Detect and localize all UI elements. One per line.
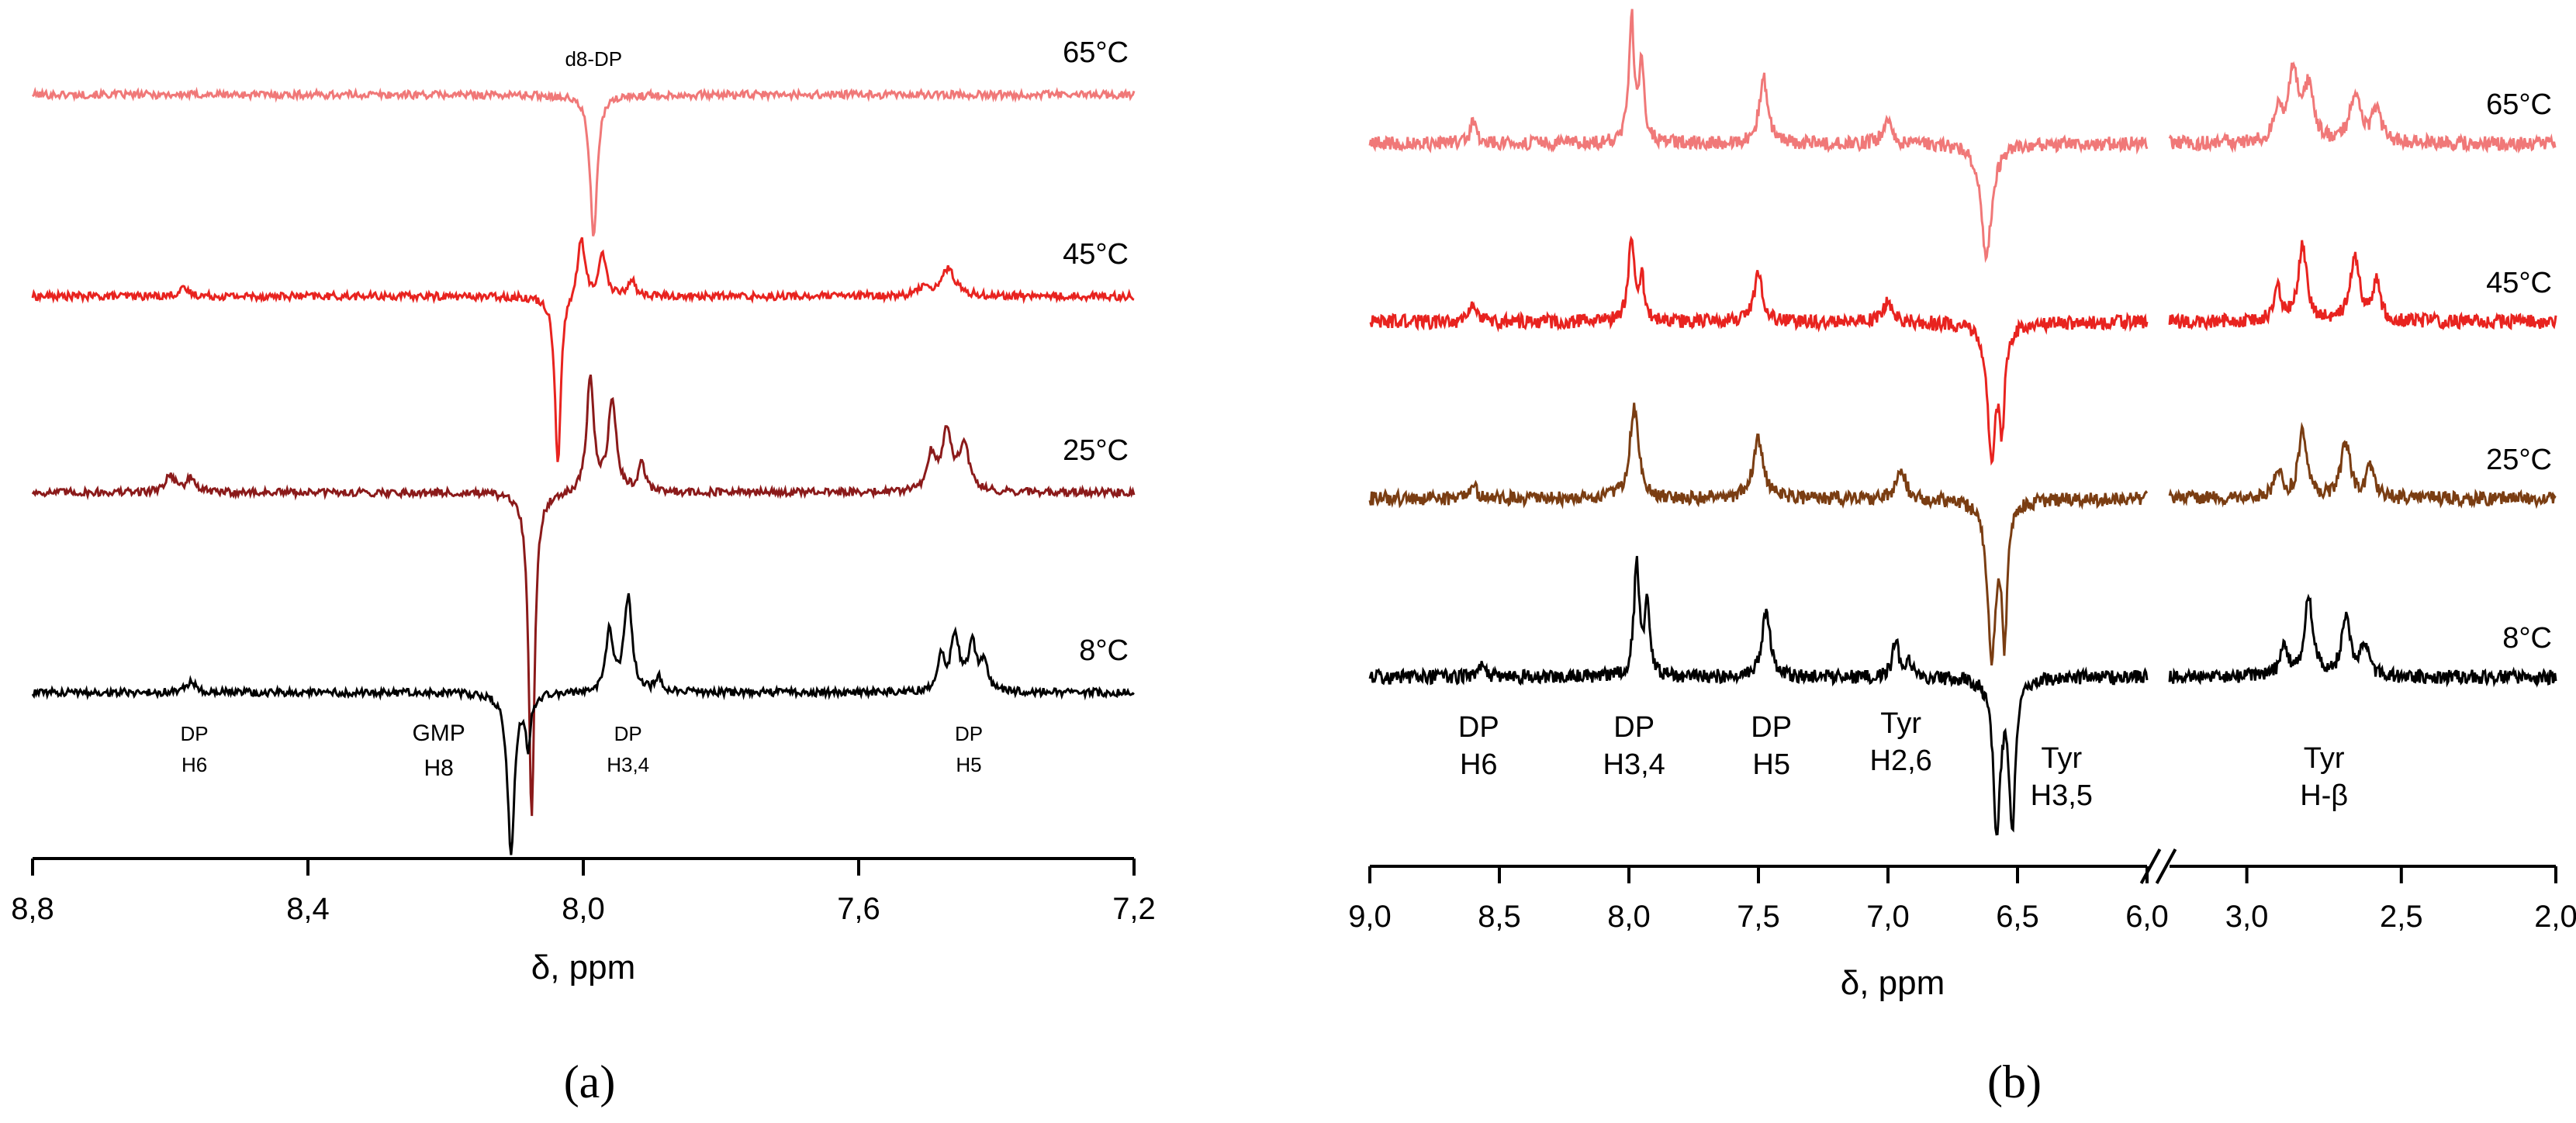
x-tick-label: 7,2	[1112, 892, 1156, 926]
annotation-gmp-h8-line-0: GMP	[412, 720, 465, 746]
series-label-8-c: 8°C	[2502, 622, 2552, 655]
annotation-tyr-h3-5-line-1: H3,5	[2031, 779, 2093, 812]
series-label-65-c: 65°C	[2486, 88, 2552, 121]
spectrum-65-c	[31, 86, 1136, 237]
annotation-tyr-h2-6-line-0: Tyr	[1880, 707, 1921, 740]
x-tick-label: 3,0	[2225, 900, 2269, 934]
annotation-d8-dp-line-0: d8-DP	[565, 47, 622, 71]
series-label-25-c: 25°C	[2486, 444, 2552, 476]
annotation-dp-h3-4-line-1: H3,4	[607, 753, 649, 776]
axis-break-slash-1	[2139, 848, 2162, 884]
series-label-25-c: 25°C	[1063, 434, 1129, 467]
series-label-45-c: 45°C	[2486, 267, 2552, 299]
spectrum-25-c	[31, 374, 1136, 817]
x-tick-label: 9,0	[1348, 900, 1392, 934]
panel-a-label: (a)	[564, 1056, 616, 1107]
panel-a-peak-annotations: d8-DP DP H6 GMP H8 DP H3,4 DP H5	[181, 47, 984, 781]
x-tick-label: 8,0	[562, 892, 605, 926]
annotation-dp-h5-line-1: H5	[1752, 748, 1790, 781]
spectrum-45-c	[31, 237, 1135, 462]
series-label-45-c: 45°C	[1063, 238, 1129, 271]
annotation-dp-h5-line-0: DP	[955, 722, 983, 745]
annotation-tyr-h-line-1: H-β	[2300, 779, 2348, 812]
annotation-dp-h6-line-1: H6	[182, 753, 207, 776]
spectrum-65-c-segment-2	[2168, 60, 2557, 154]
spectrum-45-c-segment-2	[2168, 240, 2557, 332]
panel-b-temperature-labels: 65°C 45°C 25°C 8°C	[2486, 88, 2552, 655]
x-tick-label: 2,0	[2534, 900, 2576, 934]
x-tick-label: 7,6	[837, 892, 880, 926]
panel-b-chart: 65°C 45°C 25°C 8°C DP H6 DP H3,4 DP H5 Tyr H2,6 Tyr…	[1348, 9, 2576, 1107]
x-tick-label: 7,0	[1866, 900, 1910, 934]
annotation-tyr-h3-5-line-0: Tyr	[2041, 742, 2082, 775]
panel-b-label: (b)	[1987, 1056, 2042, 1107]
panel-a-temperature-labels: 65°C 45°C 25°C 8°C	[1063, 36, 1129, 667]
spectrum-8-c-segment-1	[1368, 555, 2149, 836]
spectrum-25-c-segment-1	[1368, 403, 2149, 666]
spectrum-8-c	[31, 593, 1135, 855]
annotation-dp-h6-line-1: H6	[1460, 748, 1498, 781]
annotation-dp-h3-4-line-1: H3,4	[1603, 748, 1665, 781]
x-tick-label: 7,5	[1737, 900, 1780, 934]
annotation-dp-h3-4-line-0: DP	[1613, 711, 1655, 744]
spectrum-8-c-segment-2	[2168, 593, 2557, 688]
x-tick-label: 6,0	[2125, 900, 2169, 934]
annotation-gmp-h8-line-1: H8	[424, 755, 453, 781]
panel-b-peak-annotations: DP H6 DP H3,4 DP H5 Tyr H2,6 Tyr H3,5 Tyr H-β	[1458, 707, 2348, 812]
x-tick-label: 8,0	[1607, 900, 1651, 934]
x-tick-label: 8,5	[1478, 900, 1521, 934]
annotation-dp-h5-line-0: DP	[1751, 711, 1792, 744]
panel-b-spectra	[1368, 9, 2557, 836]
panel-b-x-axis-label: δ, ppm	[1841, 964, 1945, 1002]
annotation-dp-h6-line-0: DP	[181, 722, 209, 745]
series-label-65-c: 65°C	[1063, 36, 1129, 69]
panel-b-x-ticks: 9,0 8,5 8,0 7,5 7,0 6,5 6,0 3,0 2,5 2,0	[1348, 866, 2576, 934]
x-tick-label: 2,5	[2380, 900, 2423, 934]
spectrum-25-c-segment-2	[2168, 421, 2557, 510]
annotation-dp-h3-4-line-0: DP	[614, 722, 642, 745]
annotation-tyr-h-line-0: Tyr	[2304, 742, 2345, 775]
annotation-dp-h5-line-1: H5	[956, 753, 981, 776]
axis-break-slash-2	[2155, 848, 2177, 884]
annotation-dp-h6-line-0: DP	[1458, 711, 1499, 744]
panel-a-chart: 65°C 45°C 25°C 8°C d8-DP DP H6 GMP H8 DP H3,4 DP H5…	[11, 36, 1156, 1107]
panel-a-spectra	[31, 86, 1136, 855]
panel-b-axis-break-marks	[2139, 848, 2177, 884]
spectrum-65-c-segment-1	[1368, 9, 2149, 264]
x-tick-label: 8,8	[11, 892, 54, 926]
series-label-8-c: 8°C	[1079, 634, 1129, 667]
annotation-tyr-h2-6-line-1: H2,6	[1870, 745, 1932, 777]
x-tick-label: 6,5	[1996, 900, 2039, 934]
panel-a-x-ticks: 8,8 8,4 8,0 7,6 7,2	[11, 859, 1156, 926]
spectrum-45-c-segment-1	[1369, 235, 2149, 466]
panel-a-x-axis-label: δ, ppm	[531, 949, 636, 987]
x-tick-label: 8,4	[286, 892, 330, 926]
